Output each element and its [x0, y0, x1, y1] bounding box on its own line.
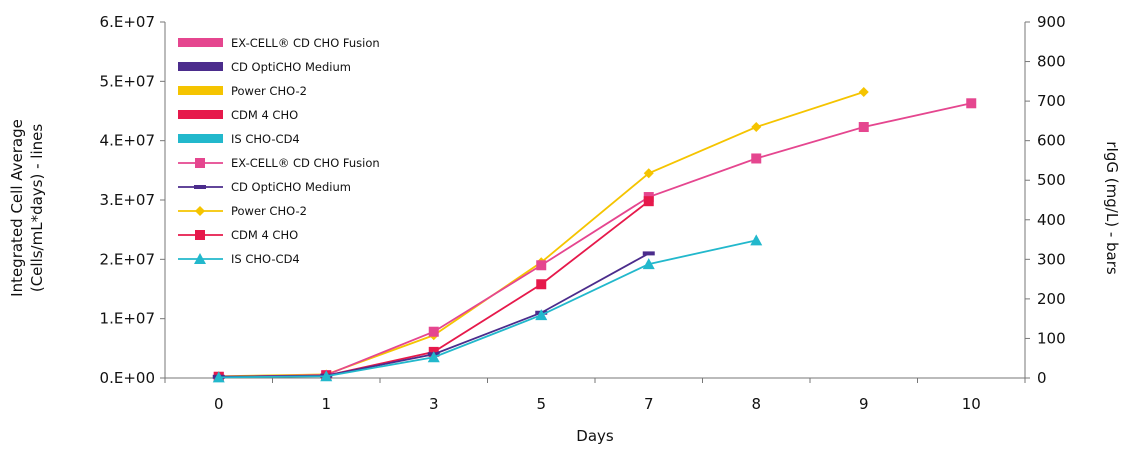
data-point — [642, 251, 655, 256]
y2-tick-label: 400 — [1037, 211, 1066, 229]
x-axis-ticks: 0 1 3 5 7 8 9 10 — [164, 378, 1026, 413]
y-tick-label: 2.E+07 — [100, 250, 155, 268]
x-tick-label: 0 — [214, 395, 224, 413]
y-tick-label: 4.E+07 — [100, 132, 155, 150]
series-line — [218, 239, 757, 379]
y2-tick-label: 500 — [1037, 171, 1066, 189]
data-point — [428, 326, 439, 337]
y-tick-label: 0.E+00 — [100, 369, 155, 387]
data-point — [751, 153, 762, 164]
y-tick-label: 1.E+07 — [100, 310, 155, 328]
series-line — [218, 91, 865, 378]
legend-marker — [195, 230, 205, 240]
series-2 — [213, 87, 869, 382]
legend-line-label: CD OptiCHO Medium — [231, 180, 351, 194]
y-axis-title-line1: Integrated Cell Average — [8, 119, 26, 297]
legend-marker — [194, 185, 206, 189]
x-tick-label: 8 — [751, 395, 761, 413]
legend-line-label: IS CHO-CD4 — [231, 252, 300, 266]
y2-tick-label: 600 — [1037, 132, 1066, 150]
legend-marker — [195, 158, 205, 168]
legend: EX-CELL® CD CHO Fusion CD OptiCHO Medium P… — [178, 36, 380, 266]
x-tick-label: 3 — [429, 395, 439, 413]
legend-bar-swatch — [178, 62, 223, 71]
y-tick-label: 3.E+07 — [100, 191, 155, 209]
y2-axis-title: rIgG (mg/L) - bars — [1103, 141, 1121, 275]
y-axis-title-line2: (Cells/mL*days) - lines — [28, 124, 46, 293]
data-point — [751, 122, 762, 133]
legend-bar-swatch — [178, 134, 223, 143]
data-point — [320, 370, 333, 382]
data-point — [750, 234, 763, 246]
y-tick-label: 6.E+07 — [100, 13, 155, 31]
data-point — [427, 351, 440, 363]
data-point — [858, 122, 869, 133]
x-tick-label: 10 — [962, 395, 981, 413]
y2-tick-label: 900 — [1037, 13, 1066, 31]
legend-bar-label: CDM 4 CHO — [231, 108, 298, 122]
legend-bar-swatch — [178, 38, 223, 47]
legend-bar-label: EX-CELL® CD CHO Fusion — [231, 36, 380, 50]
y2-axis-ticks: 0 100 200 300 400 500 600 700 800 900 — [1025, 13, 1066, 387]
data-point — [535, 309, 548, 321]
x-tick-label: 9 — [859, 395, 869, 413]
legend-bar-label: Power CHO-2 — [231, 84, 307, 98]
data-point — [966, 98, 977, 109]
legend-line-label: EX-CELL® CD CHO Fusion — [231, 156, 380, 170]
legend-marker — [195, 206, 205, 216]
series-line — [218, 102, 972, 378]
series-4 — [212, 234, 763, 383]
legend-line-label: Power CHO-2 — [231, 204, 307, 218]
legend-bar-swatch — [178, 110, 223, 119]
series-0 — [213, 98, 977, 382]
y2-tick-label: 700 — [1037, 92, 1066, 110]
y2-tick-label: 200 — [1037, 290, 1066, 308]
data-point — [212, 371, 225, 383]
legend-bar-swatch — [178, 86, 223, 95]
x-tick-label: 1 — [321, 395, 331, 413]
series-layer — [212, 87, 977, 383]
data-point — [643, 196, 654, 207]
legend-bar-label: CD OptiCHO Medium — [231, 60, 351, 74]
x-axis-title: Days — [576, 427, 614, 445]
x-tick-label: 5 — [536, 395, 546, 413]
data-point — [536, 260, 547, 271]
x-tick-label: 7 — [644, 395, 654, 413]
legend-line-label: CDM 4 CHO — [231, 228, 298, 242]
y2-tick-label: 100 — [1037, 329, 1066, 347]
legend-marker — [194, 253, 206, 264]
data-point — [642, 258, 655, 270]
y2-tick-label: 800 — [1037, 53, 1066, 71]
y-tick-label: 5.E+07 — [100, 72, 155, 90]
axes — [164, 22, 1026, 379]
y2-tick-label: 300 — [1037, 250, 1066, 268]
data-point — [858, 87, 869, 98]
y-axis-ticks: 0.E+00 1.E+07 2.E+07 3.E+07 4.E+07 5.E+07 6.E+… — [100, 13, 165, 387]
data-point — [643, 168, 654, 179]
data-point — [536, 279, 547, 290]
legend-bar-label: IS CHO-CD4 — [231, 132, 300, 146]
y2-tick-label: 0 — [1037, 369, 1047, 387]
